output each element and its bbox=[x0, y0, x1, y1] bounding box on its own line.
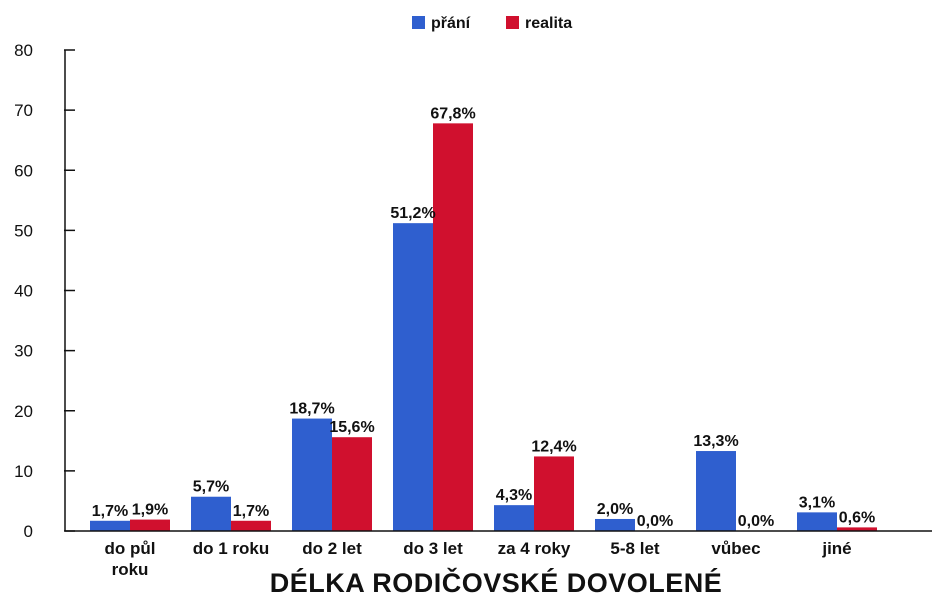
data-label: 15,6% bbox=[329, 419, 374, 436]
category-label: vůbec bbox=[711, 539, 760, 558]
bar-realita bbox=[837, 527, 877, 531]
data-label: 5,7% bbox=[193, 479, 229, 496]
data-label: 67,8% bbox=[430, 105, 475, 122]
data-label: 1,7% bbox=[92, 503, 128, 520]
bar-realita bbox=[534, 456, 574, 531]
x-axis: do půl roku do 1 roku do 2 let do 3 let za 4 … bbox=[65, 530, 932, 579]
bar-přání bbox=[696, 451, 736, 531]
y-tick-label: 40 bbox=[14, 282, 33, 301]
y-tick-label: 20 bbox=[14, 402, 33, 421]
category-label: do 1 roku bbox=[193, 539, 270, 558]
bar-přání bbox=[494, 505, 534, 531]
data-label: 0,0% bbox=[637, 513, 673, 530]
bars bbox=[90, 123, 877, 531]
data-label: 51,2% bbox=[390, 205, 435, 222]
data-label: 2,0% bbox=[597, 501, 633, 518]
y-tick-label: 70 bbox=[14, 101, 33, 120]
y-tick-label: 0 bbox=[24, 522, 33, 541]
y-axis: 0 10 20 30 40 50 60 70 80 bbox=[14, 41, 75, 541]
bar-realita bbox=[332, 437, 372, 531]
category-label: jiné bbox=[821, 539, 851, 558]
category-label: do 3 let bbox=[403, 539, 463, 558]
y-tick-label: 80 bbox=[14, 41, 33, 60]
legend: přání realita bbox=[412, 15, 572, 32]
bar-přání bbox=[393, 223, 433, 531]
category-label: 5-8 let bbox=[610, 539, 659, 558]
category-label: do půl bbox=[105, 539, 156, 558]
legend-swatch-realita bbox=[506, 16, 519, 29]
data-label: 0,0% bbox=[738, 513, 774, 530]
data-label: 4,3% bbox=[496, 487, 532, 504]
data-label: 1,9% bbox=[132, 502, 168, 519]
data-label: 13,3% bbox=[693, 433, 738, 450]
bar-přání bbox=[595, 518, 635, 531]
bar-realita bbox=[130, 519, 170, 531]
legend-label: přání bbox=[431, 15, 471, 32]
bar-realita bbox=[433, 123, 473, 531]
data-label: 1,7% bbox=[233, 503, 269, 520]
y-tick-label: 30 bbox=[14, 342, 33, 361]
data-label: 12,4% bbox=[531, 438, 576, 455]
bar-přání bbox=[90, 520, 130, 531]
category-label: do 2 let bbox=[302, 539, 362, 558]
data-label: 18,7% bbox=[289, 401, 334, 418]
data-label: 0,6% bbox=[839, 509, 875, 526]
bar-přání bbox=[797, 512, 837, 531]
data-label: 3,1% bbox=[799, 494, 835, 511]
category-label: roku bbox=[112, 560, 149, 579]
category-label: za 4 roky bbox=[498, 539, 571, 558]
y-tick-label: 10 bbox=[14, 462, 33, 481]
y-tick-label: 50 bbox=[14, 221, 33, 240]
bar-přání bbox=[292, 418, 332, 531]
data-labels: 1,7% 1,9%5,7%1,7%18,7%15,6%51,2%67,8%4,3%… bbox=[92, 105, 875, 530]
bar-přání bbox=[191, 496, 231, 531]
x-axis-title: DÉLKA RODIČOVSKÉ DOVOLENÉ bbox=[270, 567, 723, 598]
y-tick-label: 60 bbox=[14, 161, 33, 180]
bar-realita bbox=[231, 520, 271, 531]
legend-swatch-přání bbox=[412, 16, 425, 29]
legend-label: realita bbox=[525, 15, 572, 32]
